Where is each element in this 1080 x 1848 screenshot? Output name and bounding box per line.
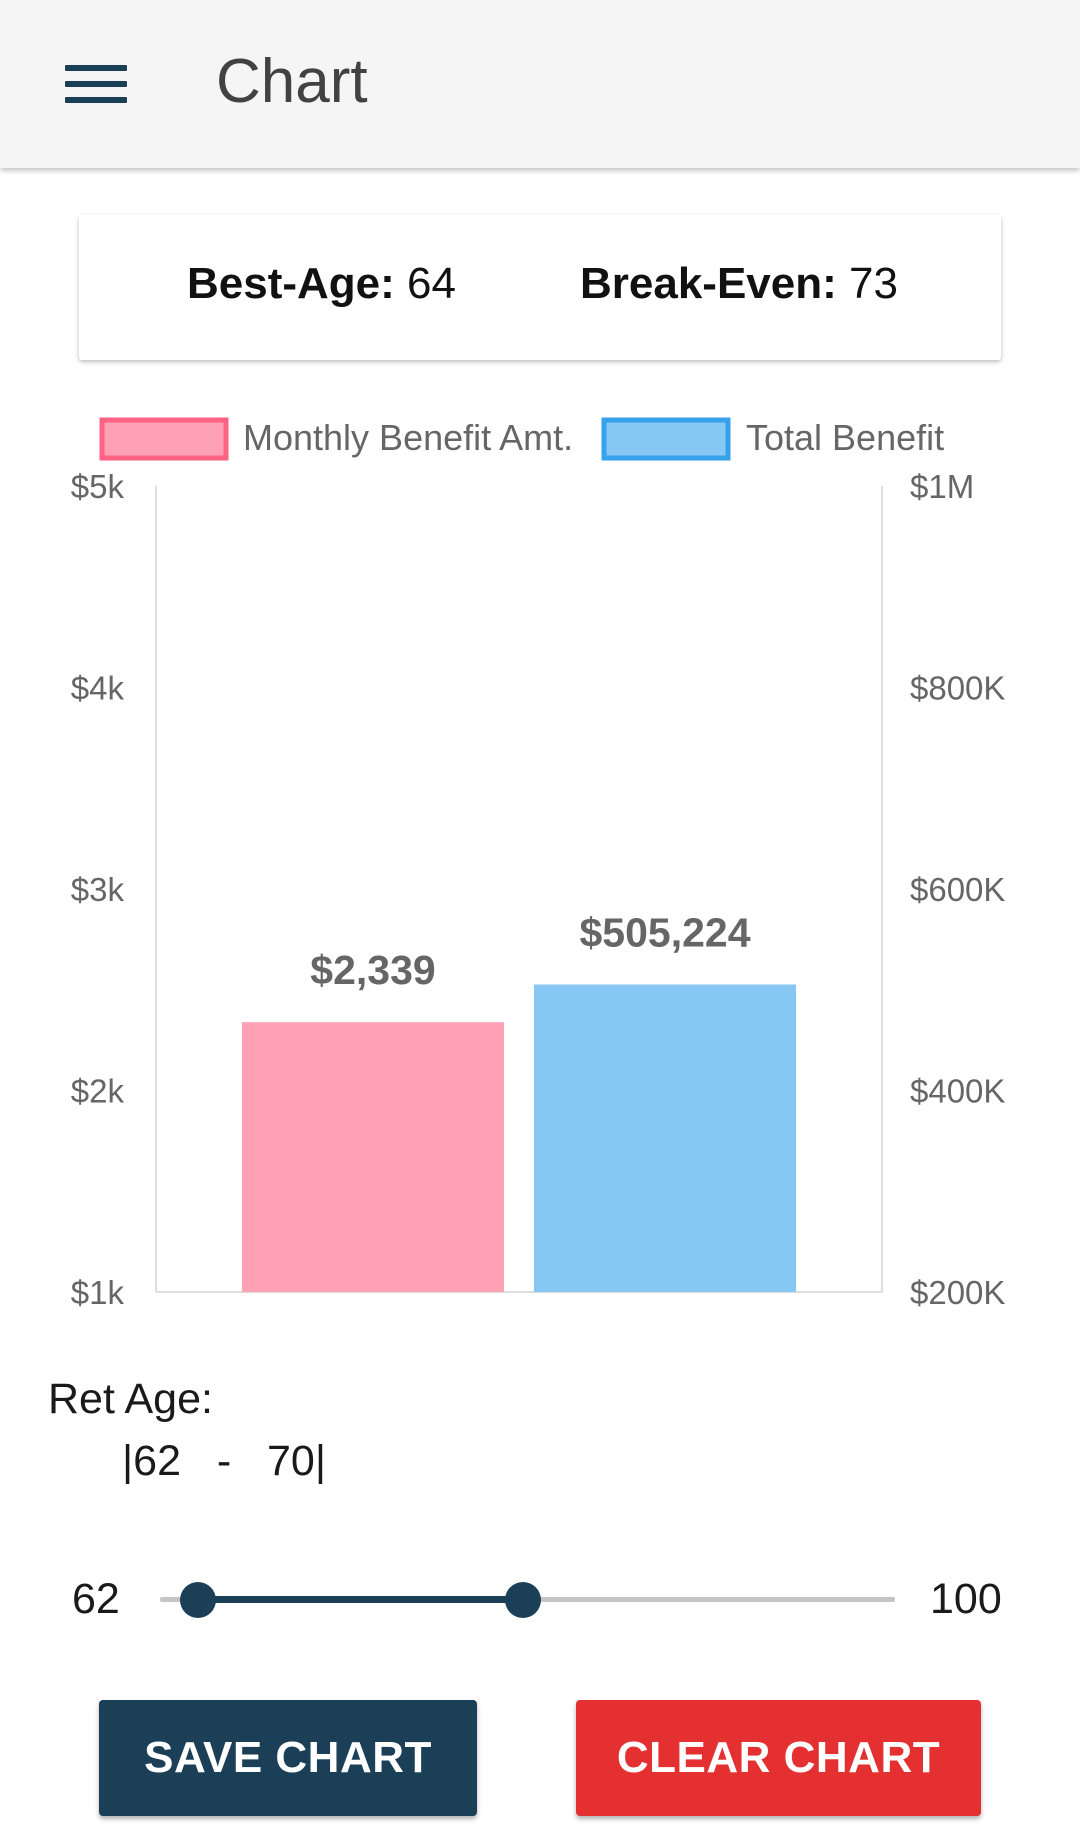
legend-label: Total Benefit	[746, 417, 944, 458]
legend-swatch	[601, 417, 731, 461]
slider-low-thumb[interactable]	[180, 1582, 216, 1618]
left-y-tick-label: $1k	[71, 1274, 125, 1311]
menu-line	[65, 81, 127, 87]
bar-data-label: $2,339	[310, 947, 435, 993]
left-y-tick-label: $2k	[71, 1073, 125, 1110]
break-even-label: Break-Even:	[580, 259, 837, 308]
ret-age-label: Ret Age:	[48, 1375, 213, 1423]
hamburger-menu-icon[interactable]	[55, 50, 135, 118]
save-chart-button[interactable]: SAVE CHART	[99, 1700, 477, 1816]
best-age-label: Best-Age:	[187, 259, 395, 308]
benefit-bar-chart: $5k $4k $3k $2k $1k $1M $800K $600K $400K $200K $2…	[71, 417, 1006, 1311]
slider-high-thumb[interactable]	[504, 1582, 541, 1618]
bar-data-label: $505,224	[579, 909, 750, 955]
best-age-summary: Best-Age: 64	[187, 259, 456, 309]
break-even-summary: Break-Even: 73	[580, 259, 898, 309]
right-y-tick-label: $400K	[910, 1073, 1005, 1110]
right-y-tick-label: $1M	[910, 468, 974, 505]
slider-active-range	[198, 1596, 523, 1603]
ret-age-range: |62 - 70|	[122, 1437, 326, 1485]
ret-age-range-slider[interactable]	[160, 1580, 895, 1620]
slider-min-label: 62	[72, 1575, 120, 1623]
page-title: Chart	[216, 47, 368, 116]
summary-card: Best-Age: 64 Break-Even: 73	[79, 215, 1001, 360]
app-bar: Chart	[0, 0, 1080, 168]
menu-line	[65, 97, 127, 103]
best-age-value: 64	[407, 259, 456, 308]
right-y-tick-label: $600K	[910, 871, 1005, 908]
right-y-tick-label: $800K	[910, 670, 1005, 707]
right-y-tick-label: $200K	[910, 1274, 1005, 1311]
clear-chart-button[interactable]: CLEAR CHART	[576, 1700, 981, 1816]
left-y-tick-label: $4k	[71, 670, 125, 707]
slider-max-label: 100	[930, 1575, 1002, 1623]
legend-label: Monthly Benefit Amt.	[243, 417, 573, 458]
left-y-tick-label: $3k	[71, 871, 125, 908]
legend-swatch	[99, 417, 229, 461]
bar-total-benefit	[534, 984, 796, 1292]
bar-monthly-benefit	[242, 1022, 504, 1292]
menu-line	[65, 65, 127, 71]
left-y-tick-label: $5k	[71, 468, 125, 505]
break-even-value: 73	[849, 259, 898, 308]
